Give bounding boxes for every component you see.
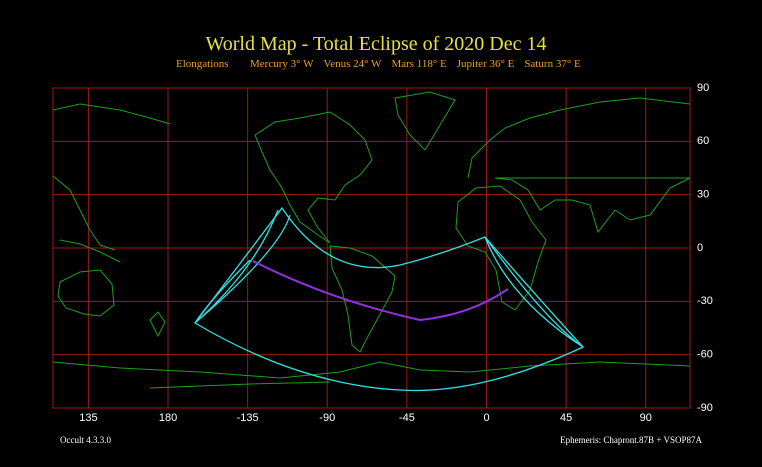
- lat-label: -60: [697, 349, 713, 361]
- lat-label: -30: [697, 295, 713, 307]
- lat-label: -90: [697, 402, 713, 414]
- lon-label: -135: [237, 412, 259, 424]
- lon-label: 45: [560, 412, 572, 424]
- lon-label: 0: [483, 412, 489, 424]
- coastlines: [52, 91, 691, 389]
- axis-labels: 135 180 -135 -90 -45 0 45 90 90 60 30 0 -30 -60 -90: [79, 82, 713, 424]
- elongation: Mars 118° E: [391, 58, 447, 70]
- lat-label: 0: [697, 242, 703, 254]
- lon-label: 180: [159, 412, 177, 424]
- grid: [53, 87, 690, 409]
- elongation: Mercury 3° W: [250, 58, 314, 70]
- lat-label: 90: [697, 82, 709, 94]
- elongations-label: Elongations: [176, 58, 229, 70]
- lat-label: 30: [697, 189, 709, 201]
- ephemeris: Ephemeris: Chapront.87B + VSOP87A: [560, 435, 702, 445]
- lon-label: -45: [399, 412, 415, 424]
- lat-label: 60: [697, 135, 709, 147]
- lon-label: 135: [79, 412, 97, 424]
- elongation: Venus 24° W: [323, 58, 382, 70]
- eclipse-paths: [194, 206, 585, 392]
- title: World Map - Total Eclipse of 2020 Dec 14: [206, 33, 547, 55]
- lon-label: -90: [319, 412, 335, 424]
- elongation: Jupiter 36° E: [457, 58, 515, 70]
- program-version: Occult 4.3.3.0: [60, 435, 111, 445]
- elongation: Saturn 37° E: [524, 58, 581, 70]
- elongations: Mercury 3° W Venus 24° W Mars 118° E Jupite…: [250, 58, 581, 70]
- lon-label: 90: [640, 412, 652, 424]
